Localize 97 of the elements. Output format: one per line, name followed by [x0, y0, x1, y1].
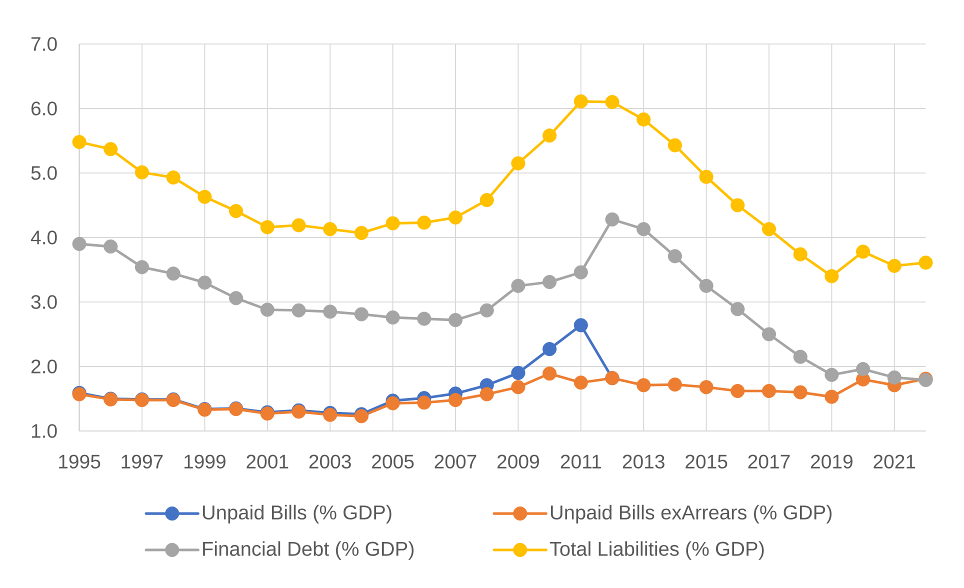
point — [668, 378, 682, 392]
x-tick-label: 2017 — [748, 454, 790, 469]
point — [229, 291, 244, 306]
point — [824, 269, 839, 284]
point — [354, 226, 369, 240]
point — [260, 302, 274, 317]
y-tick-label: 3.0 — [31, 295, 57, 309]
y-tick-label: 7.0 — [31, 37, 57, 51]
x-tick-label: 2007 — [434, 454, 476, 469]
point — [856, 244, 870, 259]
point — [386, 310, 400, 325]
point — [448, 313, 463, 328]
point — [229, 204, 244, 218]
point — [887, 370, 902, 385]
point — [72, 236, 86, 251]
legend-label: Financial Debt (% GDP) — [203, 541, 414, 560]
point — [511, 366, 526, 380]
point — [292, 218, 306, 232]
point — [542, 342, 557, 356]
point — [448, 210, 463, 225]
point — [668, 138, 682, 152]
point — [134, 260, 150, 274]
point — [574, 265, 588, 280]
point — [605, 212, 620, 226]
point — [511, 278, 526, 293]
point — [574, 94, 588, 108]
x-tick-label: 2015 — [686, 454, 728, 469]
x-tick-label: 2003 — [309, 454, 351, 469]
point — [323, 222, 338, 236]
y-tick-label: 2.0 — [31, 360, 57, 374]
x-tick-label: 2013 — [622, 454, 664, 469]
x-tick-label: 2019 — [811, 454, 852, 469]
point — [699, 278, 714, 293]
point — [480, 193, 494, 208]
point — [323, 304, 338, 319]
point — [198, 190, 212, 204]
point — [354, 307, 369, 322]
point — [417, 312, 432, 326]
point — [762, 222, 776, 236]
y-tick-label: 5.0 — [31, 166, 57, 180]
point — [166, 266, 180, 281]
point — [386, 396, 400, 410]
point — [511, 156, 526, 170]
point — [918, 256, 933, 270]
point — [636, 112, 651, 127]
point — [104, 239, 118, 254]
point — [793, 247, 808, 262]
y-tick-label: 1.0 — [32, 424, 57, 438]
x-tick-label: 2005 — [372, 454, 414, 469]
point — [542, 366, 557, 381]
point — [605, 94, 620, 110]
point — [574, 318, 588, 332]
point — [824, 390, 839, 404]
point — [417, 396, 432, 410]
point — [730, 198, 745, 212]
point — [480, 387, 494, 402]
x-tick-label: 2009 — [497, 454, 539, 469]
point — [292, 303, 306, 318]
legend-label: Total Liabilities (% GDP) — [550, 541, 764, 560]
point — [668, 249, 682, 264]
point — [730, 302, 745, 316]
point — [104, 142, 118, 156]
point — [730, 384, 745, 398]
point — [574, 376, 588, 390]
x-tick-label: 2021 — [874, 454, 916, 469]
point — [636, 222, 651, 236]
point — [762, 327, 776, 342]
x-tick-label: 1997 — [122, 454, 163, 469]
point — [636, 378, 651, 392]
x-tick-label: 2001 — [246, 454, 288, 469]
point — [511, 380, 526, 394]
point — [824, 368, 839, 382]
point — [72, 134, 86, 150]
y-tick-label: 6.0 — [31, 102, 57, 116]
point — [542, 128, 557, 143]
point — [793, 350, 808, 364]
point — [699, 170, 714, 184]
point — [448, 392, 463, 408]
point — [856, 362, 870, 376]
point — [198, 276, 212, 290]
point — [699, 380, 714, 394]
point — [166, 170, 180, 185]
x-tick-label: 2011 — [560, 454, 601, 469]
legend-label: Unpaid Bills exArrears (% GDP) — [550, 504, 832, 524]
point — [542, 274, 557, 290]
legend-label: Unpaid Bills (% GDP) — [202, 504, 392, 524]
point — [260, 220, 274, 234]
point — [480, 303, 494, 318]
point — [887, 258, 902, 273]
y-tick-label: 4.0 — [30, 230, 57, 244]
x-tick-label: 1995 — [59, 454, 100, 469]
point — [386, 216, 400, 230]
point — [417, 216, 432, 230]
point — [793, 385, 808, 400]
point — [762, 384, 776, 398]
point — [134, 165, 150, 180]
x-tick-label: 1999 — [184, 454, 226, 469]
